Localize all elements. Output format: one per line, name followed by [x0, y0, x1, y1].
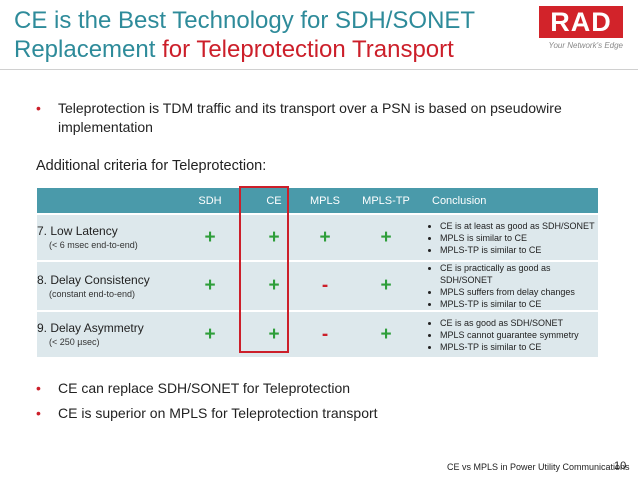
- conclusion-cell: CE is practically as good as SDH/SONETMP…: [422, 260, 598, 311]
- criterion-detail: (< 250 µsec): [49, 337, 100, 347]
- bullet-text: CE can replace SDH/SONET for Teleprotect…: [58, 380, 351, 396]
- criterion-cell: 8. Delay Consistency (constant end-to-end…: [37, 260, 172, 311]
- conclusion-item: MPLS-TP is similar to CE: [440, 244, 598, 256]
- criterion-cell: 9. Delay Asymmetry (< 250 µsec): [37, 310, 172, 357]
- conclusion-list: CE is as good as SDH/SONETMPLS cannot gu…: [422, 317, 598, 353]
- rating-mark: +: [172, 310, 248, 357]
- table-row: 8. Delay Consistency (constant end-to-end…: [37, 260, 598, 311]
- bullet-dot-icon: •: [36, 100, 41, 116]
- criteria-heading: Additional criteria for Teleprotection:: [36, 158, 267, 174]
- rating-mark: +: [350, 310, 422, 357]
- table-row: 9. Delay Asymmetry(< 250 µsec)++-+CE is …: [37, 310, 598, 357]
- footer-text: CE vs MPLS in Power Utility Communicatio…: [447, 462, 630, 472]
- rating-mark: +: [248, 310, 300, 357]
- rating-mark: +: [172, 213, 248, 261]
- title-plain: Replacement: [14, 36, 163, 63]
- bullet-text: Teleprotection is TDM traffic and its tr…: [58, 100, 562, 135]
- conclusion-list: CE is at least as good as SDH/SONETMPLS …: [422, 220, 598, 256]
- conclusion-item: CE is at least as good as SDH/SONET: [440, 220, 598, 232]
- rating-mark: +: [300, 213, 350, 261]
- comparison-table: SDH CE MPLS MPLS-TP Conclusion 7. Low La…: [37, 188, 598, 357]
- title-accent: for Teleprotection Transport: [162, 36, 454, 63]
- rating-mark: +: [248, 260, 300, 311]
- bullet-dot-icon: •: [36, 380, 41, 396]
- criterion-detail: (constant end-to-end): [49, 288, 136, 299]
- logo-tagline: Your Network's Edge: [548, 41, 623, 50]
- header-ce: CE: [248, 188, 300, 214]
- criterion-label: 9. Delay Asymmetry: [37, 321, 144, 335]
- logo-box: RAD: [539, 6, 623, 38]
- rating-mark: +: [172, 260, 248, 311]
- conclusion-item: MPLS-TP is similar to CE: [440, 341, 598, 353]
- rating-mark: -: [300, 260, 350, 311]
- conclusion-cell: CE is as good as SDH/SONETMPLS cannot gu…: [422, 310, 598, 357]
- rad-logo: RAD Your Network's Edge: [539, 6, 623, 50]
- bullet-dot-icon: •: [36, 405, 41, 421]
- bullet-teleprotection: • Teleprotection is TDM traffic and its …: [36, 99, 618, 137]
- header-blank: [37, 188, 172, 214]
- header-mpls: MPLS: [300, 188, 350, 214]
- bullet-ce-superior: • CE is superior on MPLS for Teleprotect…: [36, 404, 378, 423]
- header-conclusion: Conclusion: [422, 188, 598, 214]
- conclusion-item: MPLS-TP is similar to CE: [440, 298, 598, 310]
- conclusion-item: CE is practically as good as SDH/SONET: [440, 262, 598, 286]
- bullet-ce-replace: • CE can replace SDH/SONET for Teleprote…: [36, 379, 351, 398]
- conclusion-item: MPLS suffers from delay changes: [440, 286, 598, 298]
- rating-mark: -: [300, 310, 350, 357]
- conclusion-list: CE is practically as good as SDH/SONETMP…: [422, 262, 598, 310]
- rating-mark: +: [350, 260, 422, 311]
- conclusion-item: MPLS is similar to CE: [440, 232, 598, 244]
- conclusion-item: MPLS cannot guarantee symmetry: [440, 329, 598, 341]
- title-line-2: Replacement for Teleprotection Transport: [14, 35, 475, 64]
- criterion-cell: 7. Low Latency (< 6 msec end-to-end): [37, 213, 172, 261]
- conclusion-cell: CE is at least as good as SDH/SONETMPLS …: [422, 213, 598, 261]
- header-sdh: SDH: [172, 188, 248, 214]
- rating-mark: +: [248, 213, 300, 261]
- title-line-1: CE is the Best Technology for SDH/SONET: [14, 7, 476, 34]
- rating-mark: +: [350, 213, 422, 261]
- table-row: 7. Low Latency(< 6 msec end-to-end)++++C…: [37, 213, 598, 261]
- slide-title: CE is the Best Technology for SDH/SONET …: [14, 6, 475, 64]
- ce-column-highlight: [239, 186, 289, 353]
- conclusion-item: CE is as good as SDH/SONET: [440, 317, 598, 329]
- page-number: 10: [614, 460, 627, 472]
- header-mpls-tp: MPLS-TP: [350, 188, 422, 214]
- criterion-label: 8. Delay Consistency: [37, 272, 150, 287]
- bullet-text: CE is superior on MPLS for Teleprotectio…: [58, 405, 378, 421]
- criterion-detail: (< 6 msec end-to-end): [49, 240, 138, 250]
- criterion-label: 7. Low Latency: [37, 224, 118, 238]
- table-header-row: SDH CE MPLS MPLS-TP Conclusion: [37, 188, 598, 214]
- header-divider: [0, 69, 638, 70]
